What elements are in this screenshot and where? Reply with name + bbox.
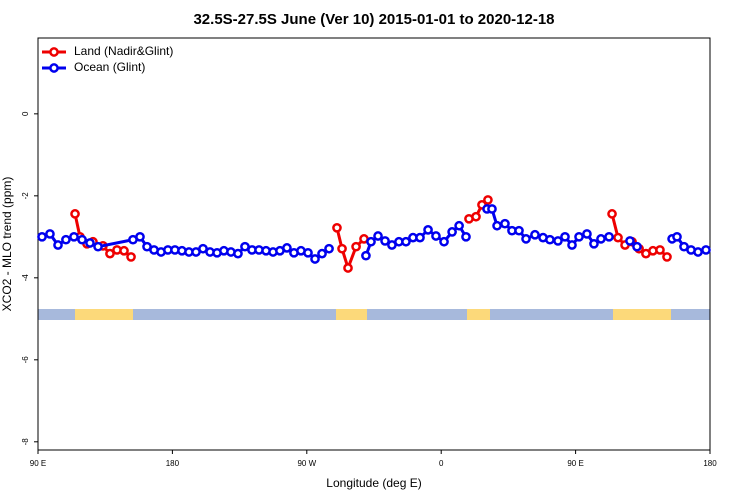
- data-point: [693, 247, 703, 257]
- data-point: [303, 247, 313, 258]
- x-tick-label: 90 E: [30, 459, 46, 468]
- data-point: [567, 240, 577, 250]
- ocean-strip: [38, 309, 710, 320]
- data-point: [582, 229, 592, 239]
- data-point: [471, 211, 481, 222]
- data-point: [135, 231, 145, 242]
- data-point: [119, 245, 129, 256]
- data-point: [361, 250, 371, 261]
- data-point: [672, 231, 682, 242]
- data-point: [93, 241, 103, 252]
- data-point: [487, 204, 497, 214]
- y-tick-label: 0: [21, 111, 30, 116]
- land-strip: [75, 309, 133, 320]
- data-point: [233, 248, 243, 259]
- data-point: [77, 234, 87, 245]
- x-tick-label: 180: [166, 459, 180, 468]
- data-point: [401, 236, 411, 247]
- data-point: [324, 243, 334, 254]
- data-point: [613, 232, 623, 243]
- y-tick-label: -4: [21, 274, 30, 282]
- data-point: [574, 231, 584, 242]
- data-point: [53, 240, 63, 250]
- data-point: [454, 220, 464, 231]
- data-point: [337, 243, 347, 254]
- x-tick-label: 0: [439, 459, 444, 468]
- data-point: [521, 234, 531, 244]
- data-point: [545, 234, 555, 245]
- data-point: [431, 231, 441, 241]
- data-point: [439, 236, 449, 247]
- land-strip: [336, 309, 367, 320]
- data-point: [604, 231, 614, 242]
- data-point: [530, 229, 540, 240]
- data-point: [655, 245, 665, 255]
- data-point: [373, 231, 383, 241]
- data-point: [380, 236, 390, 246]
- legend-marker: [49, 47, 59, 57]
- data-point: [69, 231, 79, 242]
- data-point: [625, 236, 635, 246]
- data-point: [317, 248, 327, 259]
- y-axis-label: XCO2 - MLO trend (ppm): [0, 177, 14, 312]
- x-tick-label: 180: [703, 459, 717, 468]
- data-point: [45, 229, 55, 239]
- data-point: [447, 227, 457, 237]
- data-point: [126, 252, 136, 262]
- data-point: [701, 245, 711, 255]
- y-tick-label: -2: [21, 192, 30, 200]
- x-axis-label: Longitude (deg E): [326, 476, 421, 490]
- data-point: [514, 225, 524, 236]
- land-ocean-strip: [38, 309, 710, 320]
- data-point: [500, 218, 510, 229]
- legend-label: Ocean (Glint): [74, 60, 145, 74]
- data-point: [423, 225, 433, 235]
- data-point: [70, 209, 80, 219]
- series: [37, 204, 711, 264]
- data-point: [415, 232, 425, 243]
- data-point: [461, 231, 471, 242]
- data-point: [560, 231, 570, 242]
- y-tick-label: -6: [21, 356, 30, 364]
- data-point: [37, 231, 47, 242]
- data-point: [366, 236, 376, 247]
- data-point: [492, 220, 502, 231]
- data-point: [596, 234, 606, 244]
- legend-marker: [49, 63, 59, 73]
- data-point: [61, 234, 71, 245]
- data-point: [282, 243, 292, 253]
- data-point: [105, 248, 115, 259]
- data-point: [632, 241, 642, 252]
- data-point: [310, 254, 320, 264]
- land-strip: [613, 309, 671, 320]
- chart-title: 32.5S-27.5S June (Ver 10) 2015-01-01 to …: [193, 11, 554, 28]
- data-point: [589, 238, 599, 249]
- data-point: [85, 238, 95, 248]
- y-tick-label: -8: [21, 438, 30, 446]
- plot-frame: [37, 37, 711, 451]
- data-point: [351, 241, 361, 252]
- data-point: [607, 209, 617, 219]
- land-strip: [467, 309, 490, 320]
- x-tick-label: 90 E: [567, 459, 583, 468]
- legend-label: Land (Nadir&Glint): [74, 44, 173, 58]
- data-point: [553, 236, 563, 246]
- x-tick-label: 90 W: [297, 459, 316, 468]
- data-point: [483, 195, 493, 205]
- data-point: [332, 222, 342, 233]
- data-point: [343, 263, 353, 273]
- data-point: [662, 252, 672, 262]
